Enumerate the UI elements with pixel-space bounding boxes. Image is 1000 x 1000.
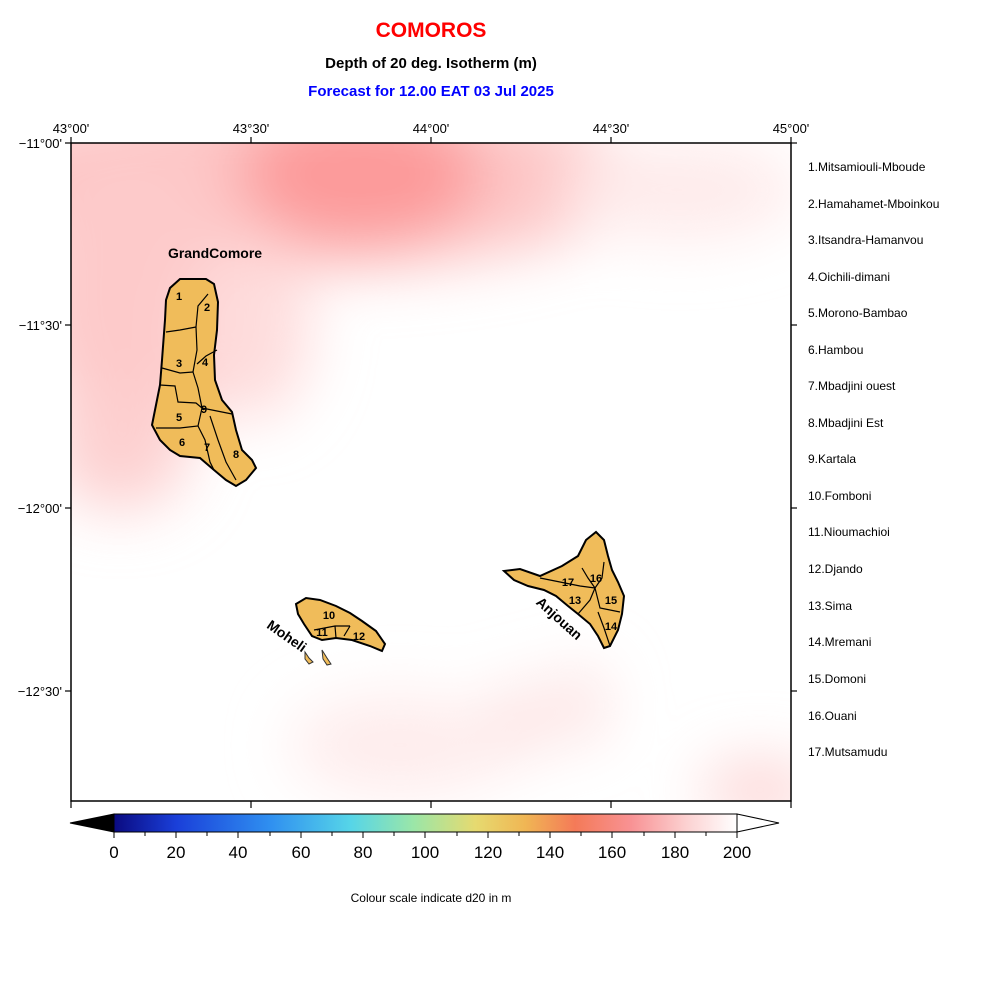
- district-legend-item: 10.Fomboni: [808, 489, 871, 503]
- district-number: 12: [353, 631, 365, 643]
- colorbar-tick-label: 180: [661, 843, 689, 862]
- label-grande-comore: GrandComore: [168, 245, 262, 261]
- colorbar-gradient: [113, 813, 738, 833]
- lat-tick-label: −11°00': [19, 136, 62, 151]
- lon-tick-labels: 43°00' 43°30' 44°00' 44°30' 45°00': [53, 121, 810, 136]
- map-title: COMOROS: [375, 19, 487, 42]
- district-legend-item: 17.Mutsamudu: [808, 745, 887, 759]
- forecast-time: Forecast for 12.00 EAT 03 Jul 2025: [308, 83, 554, 100]
- district-legend-item: 13.Sima: [808, 599, 852, 613]
- district-legend-item: 11.Nioumachioi: [808, 525, 890, 539]
- colorbar: 0 20 40 60 80 100 120 140 160 180 200: [69, 813, 780, 862]
- colorbar-tick-label: 0: [109, 843, 118, 862]
- district-number: 11: [316, 627, 328, 639]
- district-legend-item: 15.Domoni: [808, 672, 866, 686]
- lat-tick-label: −12°00': [18, 501, 62, 516]
- district-numbers: 1 2 3 4 5 6 7 8 9 10 11 12 13 14 15 16 1…: [176, 291, 618, 643]
- colorbar-tick-label: 40: [229, 843, 248, 862]
- district-legend-item: 2.Hamahamet-Mboinkou: [808, 197, 939, 211]
- district-number: 2: [204, 302, 210, 314]
- district-legend-item: 8.Mbadjini Est: [808, 416, 884, 430]
- district-legend-item: 12.Djando: [808, 562, 863, 576]
- lon-tick-label: 44°30': [593, 121, 630, 136]
- colorbar-tick-label: 160: [598, 843, 626, 862]
- district-number: 17: [562, 577, 574, 589]
- district-number: 13: [569, 595, 581, 607]
- district-number: 14: [605, 621, 618, 633]
- colorbar-high-arrow: [736, 813, 780, 833]
- colorbar-tick-label: 80: [354, 843, 373, 862]
- lon-tick-label: 43°30': [233, 121, 270, 136]
- island-moheli: [294, 596, 387, 666]
- lon-tick-label: 45°00': [773, 121, 810, 136]
- district-legend-item: 1.Mitsamiouli-Mboude: [808, 160, 926, 174]
- district-number: 15: [605, 595, 617, 607]
- lon-tick-marks: [70, 137, 792, 808]
- district-legend-item: 4.Oichili-dimani: [808, 270, 890, 284]
- colorbar-caption: Colour scale indicate d20 in m: [350, 891, 512, 905]
- colorbar-low-arrow: [69, 813, 115, 833]
- district-number: 4: [202, 357, 209, 369]
- map-subtitle: Depth of 20 deg. Isotherm (m): [325, 55, 537, 72]
- lon-tick-label: 44°00': [413, 121, 450, 136]
- district-legend-item: 9.Kartala: [808, 452, 856, 466]
- colorbar-tick-label: 20: [167, 843, 186, 862]
- district-legend-item: 3.Itsandra-Hamanvou: [808, 233, 923, 247]
- district-number: 8: [233, 449, 239, 461]
- district-number: 10: [323, 610, 335, 622]
- lat-tick-labels: −11°00' −11°30' −12°00' −12°30': [18, 136, 62, 699]
- colorbar-tick-label: 120: [474, 843, 502, 862]
- district-legend-item: 5.Morono-Bambao: [808, 306, 908, 320]
- district-legend-item: 7.Mbadjini ouest: [808, 379, 896, 393]
- colorbar-tick-label: 100: [411, 843, 439, 862]
- island-grande-comore: [150, 278, 258, 488]
- lon-tick-label: 43°00': [53, 121, 90, 136]
- colorbar-tick-label: 200: [723, 843, 751, 862]
- island-anjouan: [501, 530, 626, 650]
- lat-tick-label: −12°30': [18, 684, 62, 699]
- district-number: 6: [179, 437, 185, 449]
- lat-tick-marks: [65, 142, 797, 692]
- district-legend-item: 16.Ouani: [808, 709, 857, 723]
- district-number: 1: [176, 291, 182, 303]
- district-number: 9: [201, 404, 207, 416]
- colorbar-tick-labels: 0 20 40 60 80 100 120 140 160 180 200: [109, 843, 751, 862]
- district-number: 16: [590, 573, 602, 585]
- colorbar-tick-label: 60: [292, 843, 311, 862]
- district-legend-item: 6.Hambou: [808, 343, 863, 357]
- colorbar-ticks: [113, 832, 738, 838]
- lat-tick-label: −11°30': [19, 318, 62, 333]
- district-number: 7: [204, 442, 210, 454]
- district-legend-item: 14.Mremani: [808, 635, 871, 649]
- district-number: 3: [176, 358, 182, 370]
- district-number: 5: [176, 412, 182, 424]
- d20-field: [71, 143, 791, 801]
- district-legend: 1.Mitsamiouli-Mboude 2.Hamahamet-Mboinko…: [808, 160, 939, 759]
- colorbar-tick-label: 140: [536, 843, 564, 862]
